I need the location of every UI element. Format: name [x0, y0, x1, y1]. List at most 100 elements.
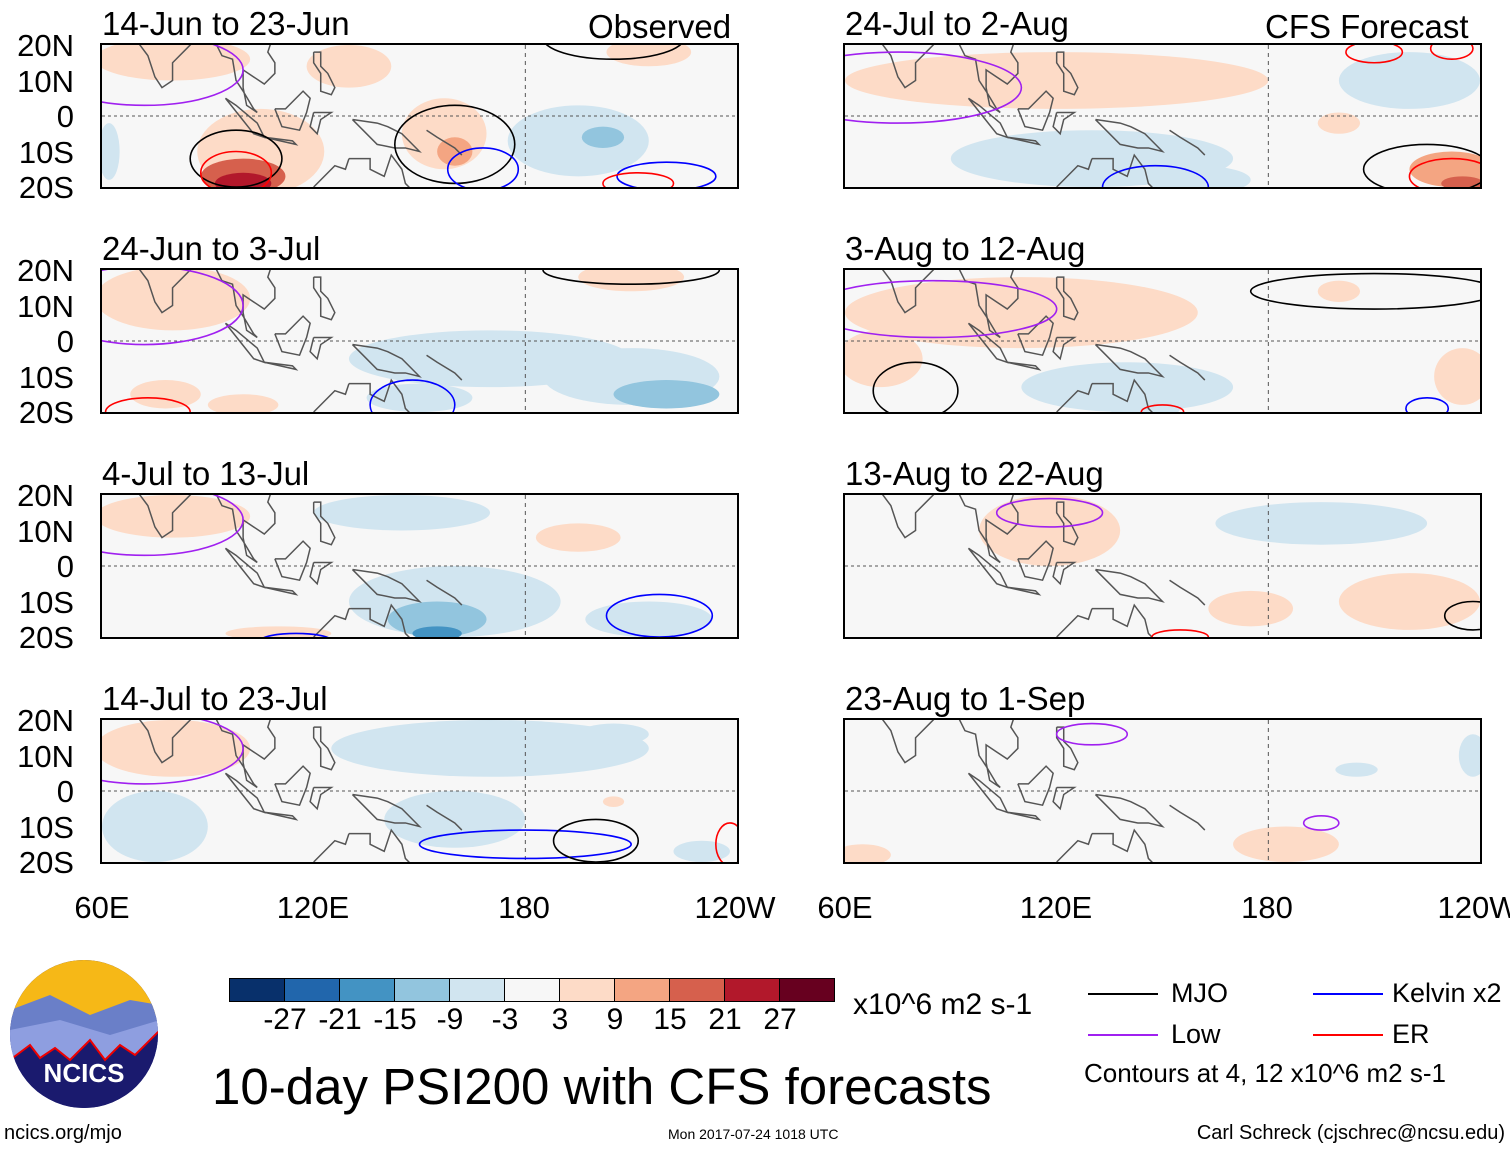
- contour-kelvin: [263, 632, 329, 637]
- coastline: [1052, 561, 1077, 586]
- coastline: [1091, 153, 1153, 187]
- coastline: [309, 336, 334, 361]
- anomaly-region: [1233, 826, 1339, 862]
- colorbar-swatch: [285, 979, 340, 1001]
- panel-title: 13-Aug to 22-Aug: [845, 455, 1104, 492]
- colorbar: [229, 978, 835, 1002]
- timestamp: Mon 2017-07-24 1018 UTC: [668, 1126, 839, 1142]
- coastline: [426, 354, 463, 381]
- coastline: [309, 111, 334, 136]
- coastline: [967, 772, 1009, 814]
- coastline: [312, 501, 336, 546]
- anomaly-region: [845, 330, 923, 388]
- colorbar-swatch: [725, 979, 780, 1001]
- website-link[interactable]: ncics.org/mjo: [4, 1122, 122, 1144]
- contour-er: [1408, 157, 1480, 187]
- ncics-logo: NCICS: [10, 960, 158, 1108]
- legend-label-er: ER: [1392, 1019, 1430, 1049]
- anomaly-region: [507, 105, 649, 177]
- coastline: [1056, 608, 1093, 637]
- anomaly-region: [313, 495, 491, 531]
- contour-kelvin: [1405, 397, 1450, 412]
- coastline: [1052, 786, 1077, 811]
- coastline: [1056, 158, 1093, 187]
- coastline: [224, 547, 266, 589]
- anomaly-region: [1208, 590, 1294, 627]
- legend-label-kelvin: Kelvin x2: [1392, 978, 1502, 1008]
- contour-er: [1429, 45, 1474, 60]
- coastline: [312, 726, 336, 771]
- map-panel: [100, 268, 739, 414]
- colorbar-swatch: [780, 979, 834, 1001]
- colorbar-tick-label: -9: [436, 1003, 464, 1036]
- anomaly-region: [130, 380, 201, 409]
- coastline: [1169, 804, 1206, 831]
- coastline: [351, 793, 422, 828]
- lat-label: 0: [56, 99, 74, 134]
- contour-mjo: [872, 361, 959, 412]
- lon-label: 120E: [276, 890, 350, 925]
- coastline: [426, 804, 463, 831]
- coastline: [351, 118, 422, 153]
- colorbar-tick-label: -15: [373, 1003, 417, 1036]
- coastline: [264, 811, 299, 821]
- contour-mjo: [1249, 272, 1480, 310]
- colorbar-swatch: [230, 979, 285, 1001]
- coastline: [1017, 315, 1054, 357]
- anomaly-region: [581, 126, 625, 148]
- lat-label: 10N: [17, 63, 74, 99]
- legend-label-low: Low: [1171, 1019, 1221, 1049]
- anomaly-region: [1338, 52, 1480, 109]
- anomaly-region: [102, 495, 251, 538]
- lat-label: 20N: [17, 703, 74, 738]
- coastline: [1055, 501, 1079, 546]
- figure-title: 10-day PSI200 with CFS forecasts: [212, 1058, 992, 1115]
- coastline: [348, 378, 410, 412]
- colorbar-swatch: [395, 979, 450, 1001]
- coastline: [264, 586, 299, 596]
- contour-mjo: [542, 270, 721, 285]
- anomaly-region: [1335, 762, 1378, 777]
- colorbar-swatch: [340, 979, 395, 1001]
- contour-kelvin: [616, 161, 717, 187]
- coastline: [881, 495, 1019, 564]
- cfs-forecast-label: CFS Forecast: [1265, 8, 1469, 45]
- coastline: [309, 786, 334, 811]
- map-panel: [843, 718, 1482, 864]
- contour-low: [102, 720, 244, 785]
- lat-label: 10S: [18, 584, 74, 620]
- coastline: [274, 765, 311, 807]
- panel-title: 24-Jun to 3-Jul: [102, 230, 321, 267]
- coastline: [224, 322, 266, 364]
- coastline: [1017, 90, 1054, 132]
- coastline: [224, 772, 266, 814]
- coastline: [138, 495, 276, 564]
- panel-title: 14-Jun to 23-Jun: [102, 5, 350, 42]
- anomaly-region: [1215, 502, 1428, 545]
- lat-label: 10S: [18, 359, 74, 395]
- coastline: [1091, 603, 1153, 637]
- contour-mjo: [545, 45, 682, 60]
- observed-label: Observed: [588, 8, 732, 45]
- colorbar-tick-label: -3: [491, 1003, 519, 1036]
- colorbar-swatch: [505, 979, 560, 1001]
- lon-label: 180: [1241, 890, 1293, 925]
- coastline: [1007, 361, 1042, 371]
- coastline: [1056, 833, 1093, 862]
- contour-er: [602, 172, 675, 187]
- lat-label: 10S: [18, 809, 74, 845]
- coastline: [1169, 354, 1206, 381]
- legend-line-er: [1313, 1034, 1383, 1036]
- contour-low: [1302, 815, 1340, 831]
- contour-er: [1345, 45, 1404, 64]
- coastline: [881, 270, 1019, 339]
- lat-label: 20S: [18, 845, 74, 880]
- anomaly-region: [102, 270, 251, 331]
- panel-title: 23-Aug to 1-Sep: [845, 680, 1086, 717]
- anomaly-region: [535, 523, 621, 552]
- coastline: [1094, 118, 1165, 153]
- legend-line-kelvin: [1313, 993, 1383, 995]
- lat-label: 20N: [17, 478, 74, 513]
- lat-label: 0: [56, 774, 74, 809]
- coastline: [351, 568, 422, 603]
